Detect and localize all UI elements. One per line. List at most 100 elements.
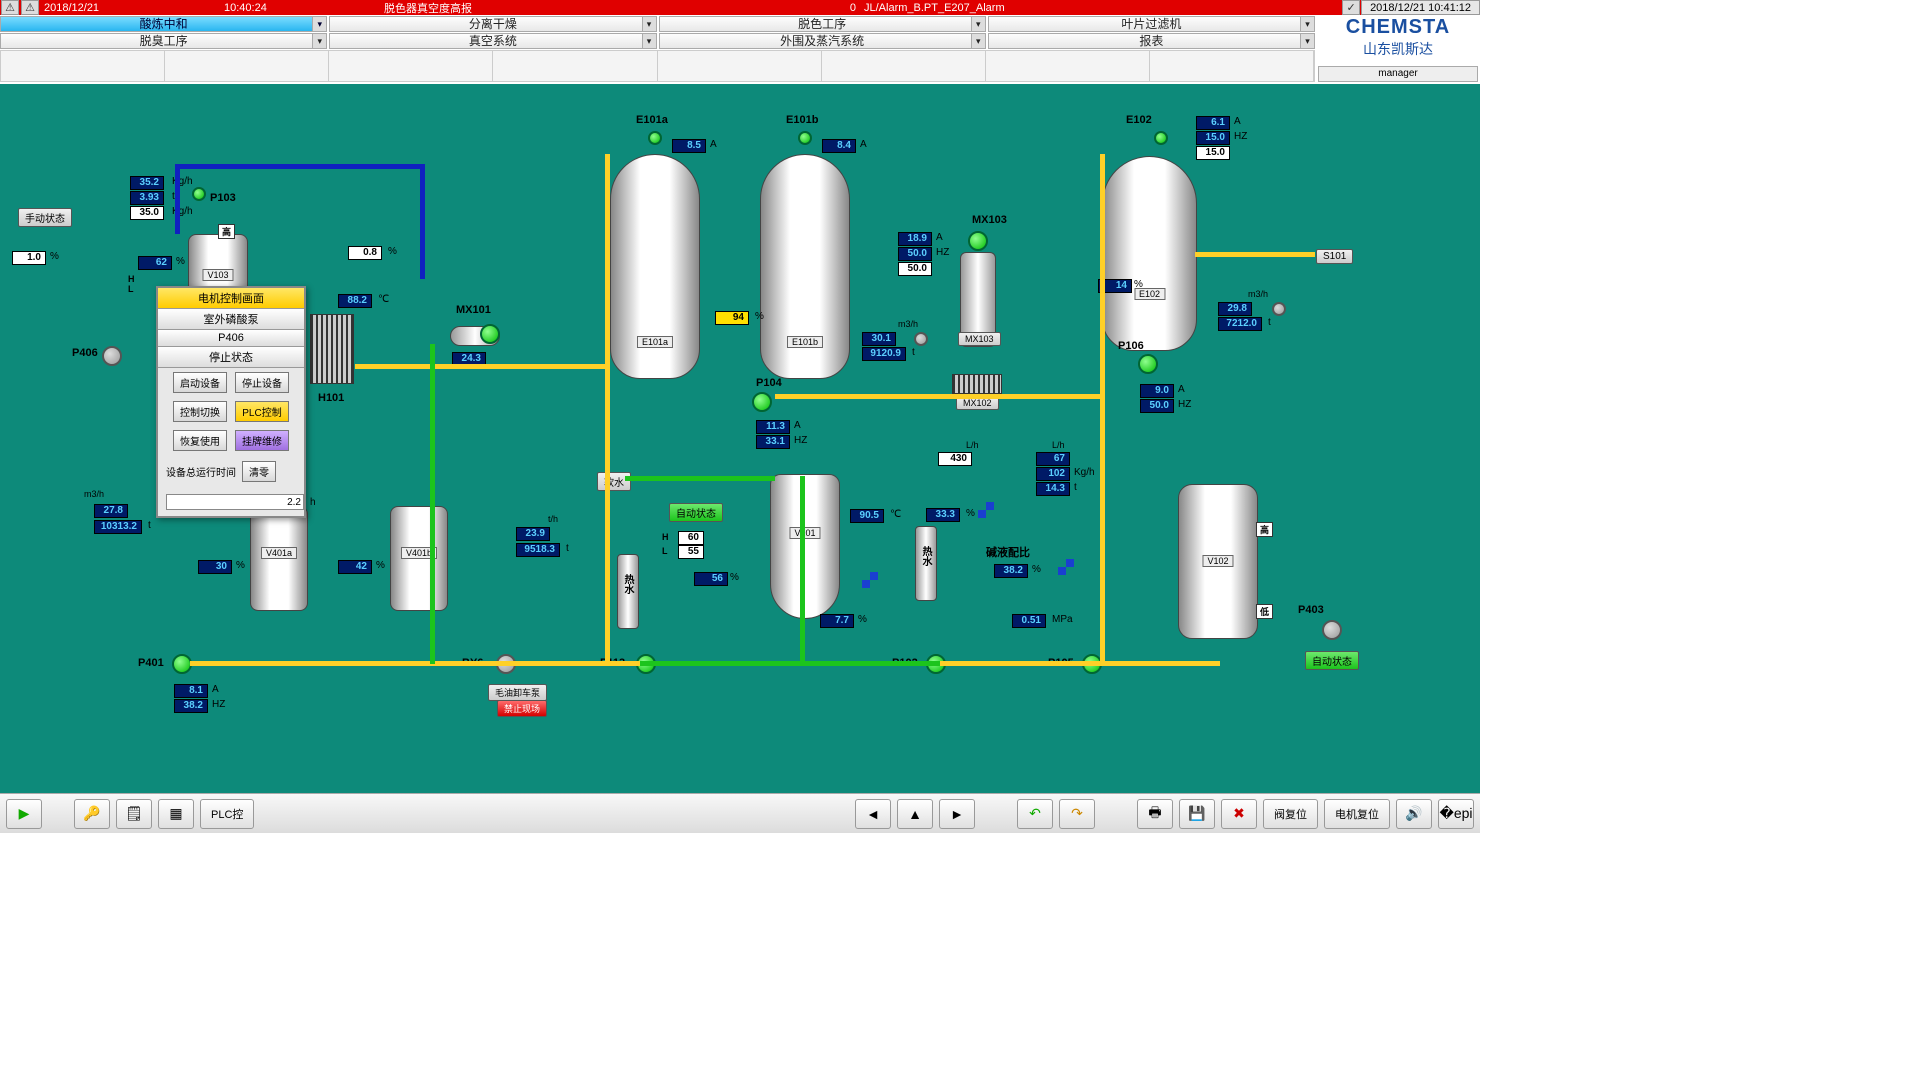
tank-V101[interactable]: V101 (770, 474, 840, 619)
val-56: 56 (694, 572, 728, 586)
btn-maint[interactable]: 挂牌维修 (235, 430, 289, 451)
pipe-bl-top (175, 164, 425, 169)
menu-leaf[interactable]: 叶片过滤机▾ (988, 16, 1315, 32)
label-E102: E102 (1126, 114, 1152, 126)
val-27-8: 27.8 (94, 504, 128, 518)
btn-stop[interactable]: 停止设备 (235, 372, 289, 393)
val-14-3: 14.3 (1036, 482, 1070, 496)
notes-icon[interactable]: 🗒 (116, 799, 152, 829)
nav-up-icon[interactable]: ▲ (897, 799, 933, 829)
val-9518-3: 9518.3 (516, 543, 560, 557)
val-102: 102 (1036, 467, 1070, 481)
btn-plc[interactable]: PLC控制 (235, 401, 289, 422)
val-0-51: 0.51 (1012, 614, 1046, 628)
nav-fwd-icon[interactable]: ► (939, 799, 975, 829)
pump-MX101[interactable] (480, 324, 500, 344)
motor-reset-button[interactable]: 电机复位 (1324, 799, 1390, 829)
val-55[interactable]: 55 (678, 545, 704, 559)
menu-deodor[interactable]: 脱臭工序▾ (0, 33, 327, 49)
valve-reset-button[interactable]: 阀复位 (1263, 799, 1318, 829)
val-29-8: 29.8 (1218, 302, 1252, 316)
redo-icon[interactable]: ↷ (1059, 799, 1095, 829)
pump-MX103[interactable] (968, 231, 988, 251)
pump-P106[interactable] (1138, 354, 1158, 374)
pump-P406[interactable] (102, 346, 122, 366)
alarm-time: 10:40:24 (220, 2, 380, 14)
val-1-0[interactable]: 1.0 (12, 251, 46, 265)
val-38-2a: 38.2 (174, 699, 208, 713)
pump-P401[interactable] (172, 654, 192, 674)
pump-P104[interactable] (752, 392, 772, 412)
alarm-icon-1[interactable]: ⚠ (1, 0, 19, 15)
label-P406: P406 (72, 347, 98, 359)
motor-E101a[interactable] (648, 131, 662, 145)
sound-icon[interactable]: 🔊 (1396, 799, 1432, 829)
btn-clear[interactable]: 清零 (242, 461, 276, 482)
val-3-93: 3.93 (130, 191, 164, 205)
motor-P103[interactable] (192, 187, 206, 201)
val-90-5: 90.5 (850, 509, 884, 523)
btn-start[interactable]: 启动设备 (173, 372, 227, 393)
val-8-1: 8.1 (174, 684, 208, 698)
key-icon[interactable]: 🔑 (74, 799, 110, 829)
runtime-input[interactable] (166, 494, 304, 510)
alarm-icon-2[interactable]: ⚠ (21, 0, 39, 15)
menu-vacuum[interactable]: 真空系统▾ (329, 33, 656, 49)
tank-V401b[interactable]: V401b (390, 506, 448, 611)
user-box[interactable]: manager (1318, 66, 1478, 82)
menu-dry[interactable]: 分离干燥▾ (329, 16, 656, 32)
pump-P403[interactable] (1322, 620, 1342, 640)
alarm-msg: 脱色器真空度高报 (380, 0, 640, 16)
val-11-3: 11.3 (756, 420, 790, 434)
valve-alkali-1[interactable] (978, 502, 994, 518)
tank-E102[interactable]: E102 (1102, 156, 1197, 351)
val-23-9: 23.9 (516, 527, 550, 541)
state-auto-1[interactable]: 自动状态 (669, 503, 723, 522)
val-50-0a: 50.0 (898, 247, 932, 261)
undo-icon[interactable]: ↶ (1017, 799, 1053, 829)
val-7-7: 7.7 (820, 614, 854, 628)
state-manual[interactable]: 手动状态 (18, 208, 72, 227)
valve-alkali-2[interactable] (1058, 559, 1074, 575)
valve-V101[interactable] (862, 572, 878, 588)
plc-button[interactable]: PLC控 (200, 799, 254, 829)
state-auto-2[interactable]: 自动状态 (1305, 651, 1359, 670)
tank-V401a[interactable]: V401a (250, 506, 308, 611)
tank-E101a[interactable]: E101a (610, 154, 700, 379)
val-60[interactable]: 60 (678, 531, 704, 545)
motor-E101b[interactable] (798, 131, 812, 145)
exit-icon[interactable]: �ері (1438, 799, 1474, 829)
motor-E102[interactable] (1154, 131, 1168, 145)
alarm-date: 2018/12/21 (40, 2, 220, 14)
val-430[interactable]: 430 (938, 452, 972, 466)
menu-row-2: 脱臭工序▾ 真空系统▾ 外围及蒸汽系统▾ 报表▾ (0, 33, 1480, 49)
tank-V102[interactable]: V102 (1178, 484, 1258, 639)
val-7212-0: 7212.0 (1218, 317, 1262, 331)
btn-ctrl-switch[interactable]: 控制切换 (173, 401, 227, 422)
popup-title: 电机控制画面 (158, 288, 304, 309)
grid-icon[interactable]: ▦ (158, 799, 194, 829)
menu-report[interactable]: 报表▾ (988, 33, 1315, 49)
val-10313-2: 10313.2 (94, 520, 142, 534)
label-P103: P103 (210, 192, 236, 204)
goto-S101[interactable]: S101 (1316, 249, 1353, 264)
menu-acid[interactable]: 酸炼中和▾ (0, 16, 327, 32)
label-alkali: 碱液配比 (986, 544, 1030, 560)
play-icon[interactable]: ▶ (6, 799, 42, 829)
print-icon[interactable]: 🖶 (1137, 799, 1173, 829)
val-50-0b[interactable]: 50.0 (898, 262, 932, 276)
menu-bleach[interactable]: 脱色工序▾ (659, 16, 986, 32)
btn-restore[interactable]: 恢复使用 (173, 430, 227, 451)
alarm-ack-icon[interactable]: ✓ (1342, 0, 1360, 15)
val-15-0b[interactable]: 15.0 (1196, 146, 1230, 160)
label-stop-field[interactable]: 禁止现场 (497, 700, 547, 717)
save-icon[interactable]: 💾 (1179, 799, 1215, 829)
nav-back-icon[interactable]: ◄ (855, 799, 891, 829)
delete-icon[interactable]: ✖ (1221, 799, 1257, 829)
tank-E101b[interactable]: E101b (760, 154, 850, 379)
val-30-1: 30.1 (862, 332, 896, 346)
menu-steam[interactable]: 外围及蒸汽系统▾ (659, 33, 986, 49)
val-35-0[interactable]: 35.0 (130, 206, 164, 220)
val-0-8[interactable]: 0.8 (348, 246, 382, 260)
val-8-4: 8.4 (822, 139, 856, 153)
